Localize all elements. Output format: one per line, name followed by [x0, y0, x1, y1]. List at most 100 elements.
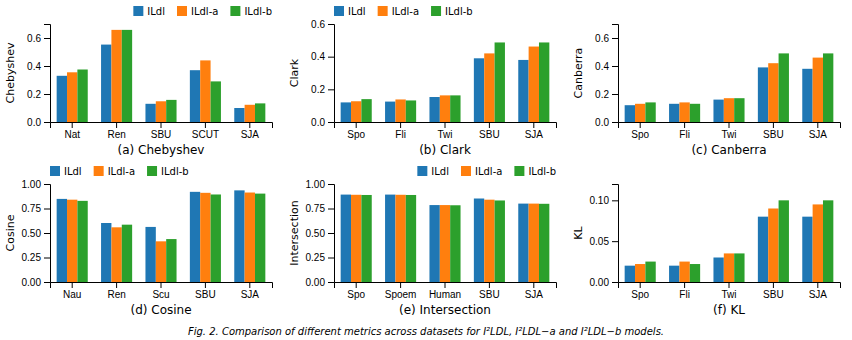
x-tick: Nat [64, 122, 80, 140]
x-tick: SJA [525, 282, 544, 300]
x-tick-label: SBU [763, 289, 784, 300]
caption: Fig. 2. Comparison of different metrics … [188, 326, 664, 337]
y-tick-label: 0.0 [311, 117, 325, 128]
bar [361, 195, 371, 282]
x-axis-title: (f) KL [713, 303, 745, 317]
bar [57, 199, 67, 282]
bar [211, 194, 221, 282]
y-tick-label: 0.50 [306, 228, 326, 239]
legend-item: ILdl-b [514, 166, 556, 177]
bar [57, 76, 67, 122]
x-tick-label: Nat [64, 129, 80, 140]
x-tick-mark [445, 122, 446, 128]
bar [385, 195, 395, 282]
bar [779, 200, 789, 282]
x-tick: SBU [763, 122, 784, 140]
legend-swatch [514, 166, 524, 176]
x-tick-label: Spo [347, 289, 365, 300]
y-axis: 0.000.250.500.751.00 [22, 179, 51, 288]
y-tick: 0.25 [306, 252, 334, 263]
x-tick-mark [72, 282, 73, 288]
bar [529, 47, 539, 122]
y-tick-mark [328, 258, 334, 259]
x-tick-mark [205, 282, 206, 288]
bar [539, 42, 549, 122]
x-axis-line [335, 123, 557, 129]
bar-series [635, 58, 823, 122]
bar [77, 70, 87, 123]
bar [101, 45, 111, 122]
x-tick-label: SJA [525, 129, 544, 140]
x-axis-line [619, 283, 841, 289]
legend-swatch [417, 166, 427, 176]
bar [474, 58, 484, 122]
legend-swatch [147, 166, 157, 176]
y-axis: 0.000.250.500.751.00 [306, 179, 335, 288]
x-tick: Ren [107, 122, 125, 140]
bar [245, 193, 255, 282]
y-tick-mark [44, 94, 50, 95]
y-tick-label: 0.6 [27, 33, 41, 44]
y-tick-mark [44, 184, 50, 185]
bar [474, 199, 484, 282]
y-tick-label: 0.2 [311, 84, 325, 95]
bar [713, 258, 723, 283]
legend-item: ILdl-b [230, 6, 272, 17]
legend-swatch [461, 166, 471, 176]
bar [450, 95, 460, 122]
y-tick-label: 0.6 [595, 33, 609, 44]
legend-label: ILdl [431, 166, 449, 177]
x-tick-label: Ren [107, 129, 125, 140]
bar-series [635, 204, 823, 282]
y-tick: 0.25 [22, 252, 50, 263]
bar-series [67, 193, 255, 282]
y-tick-mark [328, 184, 334, 185]
panel: 0.000.250.500.751.00SpoSpoemHumanSBUSJAI… [288, 166, 557, 317]
x-tick: Twi [722, 282, 737, 300]
bar [200, 193, 210, 282]
panel: 0.000.050.10SpoFliTwiSBUSJAKL(f) KL [572, 185, 841, 318]
x-tick-mark [489, 122, 490, 128]
y-tick-label: 0.25 [306, 252, 326, 263]
bar-series [361, 195, 549, 282]
y-axis-line [328, 25, 335, 123]
y-tick-mark [328, 282, 334, 283]
bar-series [361, 42, 549, 122]
legend-item: ILdl [50, 166, 82, 177]
bar [813, 58, 823, 122]
x-tick-mark [356, 122, 357, 128]
bar [802, 69, 812, 122]
legend-label: ILdl-a [475, 166, 502, 177]
x-tick: SBU [763, 282, 784, 300]
y-tick-label: 0.00 [590, 277, 610, 288]
x-tick-mark [249, 122, 250, 128]
x-axis-line [51, 283, 273, 289]
legend-item: ILdl-a [94, 166, 135, 177]
bar [429, 205, 439, 282]
y-axis: 0.00.20.40.6 [311, 19, 334, 128]
y-tick: 0.75 [22, 203, 50, 214]
legend-item: ILdl-a [177, 6, 218, 17]
y-tick-label: 0.4 [595, 61, 609, 72]
bar [669, 104, 679, 122]
bars [57, 30, 266, 122]
legend-label: ILdl-b [161, 166, 189, 177]
x-axis-line [51, 123, 273, 129]
y-axis-line [44, 25, 51, 123]
x-axis-title: (e) Intersection [399, 303, 491, 317]
bar [67, 72, 77, 122]
bar [635, 104, 645, 122]
bar [245, 105, 255, 122]
y-tick-mark [612, 94, 618, 95]
bar-series [645, 53, 833, 122]
y-tick-label: 0.4 [311, 51, 325, 62]
bar [713, 100, 723, 122]
x-tick-label: SBU [479, 129, 500, 140]
legend-item: ILdl [133, 6, 165, 17]
x-tick-label: Twi [722, 289, 737, 300]
x-tick: SJA [809, 282, 828, 300]
figure: 0.00.20.40.6NatRenSBUSCUTSJAChebyshev(a)… [0, 0, 852, 340]
bar [361, 99, 371, 122]
bar-series [351, 195, 539, 282]
x-tick-mark [684, 122, 685, 128]
